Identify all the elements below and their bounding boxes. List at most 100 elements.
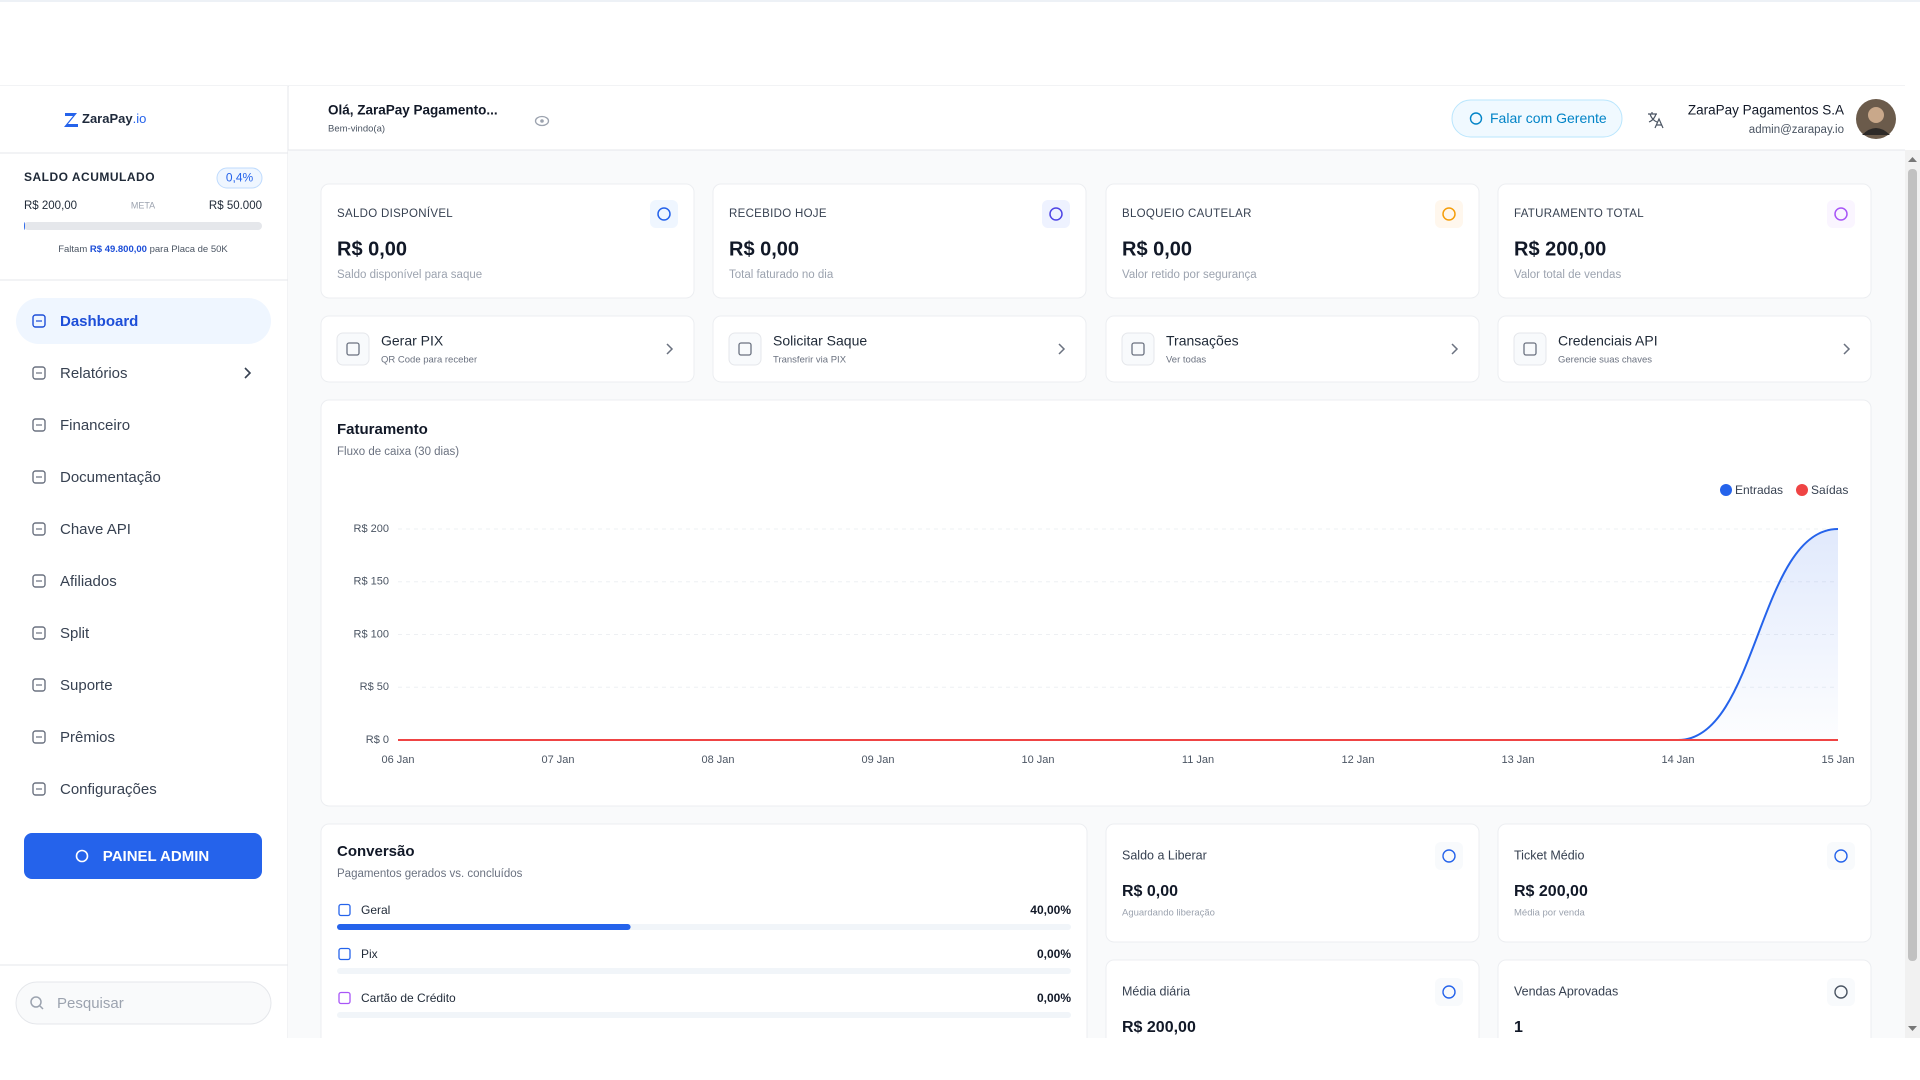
conversion-track xyxy=(337,968,1071,974)
mini-label: Vendas Aprovadas xyxy=(1514,984,1618,998)
action-sub: Transferir via PIX xyxy=(773,355,847,366)
nav-item[interactable]: Relatórios xyxy=(60,365,128,382)
conversion-value: 0,00% xyxy=(1037,947,1071,961)
action-icon-box xyxy=(1121,332,1155,366)
action-icon xyxy=(346,342,360,356)
nav-item[interactable]: Split xyxy=(60,625,90,642)
action-icon-box xyxy=(1513,332,1547,366)
search-box[interactable] xyxy=(15,981,272,1025)
nav-chevron xyxy=(244,367,252,379)
legend-swatch xyxy=(1796,484,1808,496)
balance-goal: R$ 50.000 xyxy=(209,200,262,212)
action-title: Gerar PIX xyxy=(381,333,444,349)
scroll-down[interactable] xyxy=(1908,1026,1917,1031)
legend-swatch xyxy=(1720,484,1732,496)
conversion-label: Cartão de Crédito xyxy=(361,991,456,1005)
chat-icon xyxy=(1469,112,1483,125)
stat-label: BLOQUEIO CAUTELAR xyxy=(1122,208,1252,220)
translate-glyph[interactable] xyxy=(1648,112,1664,129)
legend-label: Saídas xyxy=(1811,483,1848,497)
action-card[interactable] xyxy=(1105,315,1480,383)
progress-fill xyxy=(24,222,25,230)
mini-value: R$ 200,00 xyxy=(1122,1019,1196,1036)
stat-value: R$ 200,00 xyxy=(1514,238,1606,260)
stat-value: R$ 0,00 xyxy=(337,238,407,260)
balance-title: SALDO ACUMULADO xyxy=(24,170,155,184)
action-chevron xyxy=(1451,343,1459,355)
nav-item[interactable]: Dashboard xyxy=(60,313,138,330)
progress-badge xyxy=(216,167,263,189)
logo-suffix: .io xyxy=(133,111,147,126)
balance-meta: META xyxy=(131,200,155,210)
mini-card xyxy=(1497,823,1872,943)
logo-icon xyxy=(64,113,78,127)
mini-card xyxy=(1497,959,1872,1038)
stat-label: SALDO DISPONÍVEL xyxy=(337,207,453,220)
y-tick-label: R$ 0 xyxy=(366,734,389,746)
stat-icon xyxy=(1442,207,1456,221)
stat-sub: Total faturado no dia xyxy=(729,269,834,281)
nav-item[interactable]: Chave API xyxy=(60,521,131,538)
contact-button[interactable] xyxy=(1451,99,1623,138)
x-tick-label: 06 Jan xyxy=(381,754,414,766)
stat-icon-box xyxy=(1042,200,1070,228)
conversion-value: 0,00% xyxy=(1037,991,1071,1005)
x-tick-label: 14 Jan xyxy=(1661,754,1694,766)
note-amount: R$ 49.800,00 xyxy=(90,244,147,255)
scroll-up[interactable] xyxy=(1908,157,1917,162)
conversion-label: Geral xyxy=(361,903,390,917)
stat-card xyxy=(1105,183,1480,299)
x-tick-label: 09 Jan xyxy=(861,754,894,766)
stat-icon xyxy=(1049,207,1063,221)
x-tick-label: 15 Jan xyxy=(1821,754,1854,766)
nav-item[interactable]: Documentação xyxy=(60,469,161,486)
conversion-icon xyxy=(338,947,351,961)
welcome: Bem-vindo(a) xyxy=(328,124,385,135)
action-icon-box xyxy=(336,332,370,366)
nav-item[interactable]: Afiliados xyxy=(60,573,117,590)
nav-icon xyxy=(32,366,46,380)
progress-label: 0,4% xyxy=(226,171,254,185)
stat-sub: Valor retido por segurança xyxy=(1122,269,1257,281)
mini-sub: Aguardando liberação xyxy=(1122,908,1215,919)
mini-value: R$ 200,00 xyxy=(1514,883,1588,900)
action-card[interactable] xyxy=(320,315,695,383)
conversion-icon xyxy=(338,991,351,1005)
stat-value: R$ 0,00 xyxy=(1122,238,1192,260)
stat-label: FATURAMENTO TOTAL xyxy=(1514,208,1644,220)
action-card[interactable] xyxy=(1497,315,1872,383)
mini-icon xyxy=(1834,849,1848,863)
nav-icon xyxy=(32,678,46,692)
nav-item[interactable]: Configurações xyxy=(60,781,157,798)
eye-icon[interactable] xyxy=(534,115,550,127)
nav-icon xyxy=(32,782,46,796)
progress-track xyxy=(24,222,262,230)
admin-button-label: PAINEL ADMIN xyxy=(103,848,209,865)
scrollbar-thumb[interactable] xyxy=(1908,169,1917,961)
nav-icon xyxy=(32,314,46,328)
sidebar xyxy=(0,86,288,1038)
action-icon xyxy=(1131,342,1145,356)
y-tick-label: R$ 150 xyxy=(354,576,389,588)
admin-button[interactable] xyxy=(24,833,262,879)
nav-icon xyxy=(32,730,46,744)
stat-card xyxy=(1497,183,1872,299)
mini-icon-box xyxy=(1827,978,1855,1006)
nav-icon xyxy=(32,626,46,640)
action-chevron xyxy=(1058,343,1066,355)
nav-active-bg xyxy=(16,298,271,344)
action-icon-box xyxy=(728,332,762,366)
nav-item[interactable]: Suporte xyxy=(60,677,113,694)
mini-icon xyxy=(1834,985,1848,999)
balance-note: Faltam R$ 49.800,00 para Placa de 50K xyxy=(58,244,228,255)
nav-item[interactable]: Financeiro xyxy=(60,417,130,434)
conversion-subtitle: Pagamentos gerados vs. concluídos xyxy=(337,868,523,880)
x-tick-label: 11 Jan xyxy=(1182,754,1214,766)
stat-value: R$ 0,00 xyxy=(729,238,799,260)
action-title: Credenciais API xyxy=(1558,333,1658,349)
action-title: Transações xyxy=(1166,333,1239,349)
y-tick-label: R$ 100 xyxy=(354,628,389,640)
contact-button-label: Falar com Gerente xyxy=(1490,110,1607,126)
nav-item[interactable]: Prêmios xyxy=(60,729,115,746)
action-card[interactable] xyxy=(712,315,1087,383)
